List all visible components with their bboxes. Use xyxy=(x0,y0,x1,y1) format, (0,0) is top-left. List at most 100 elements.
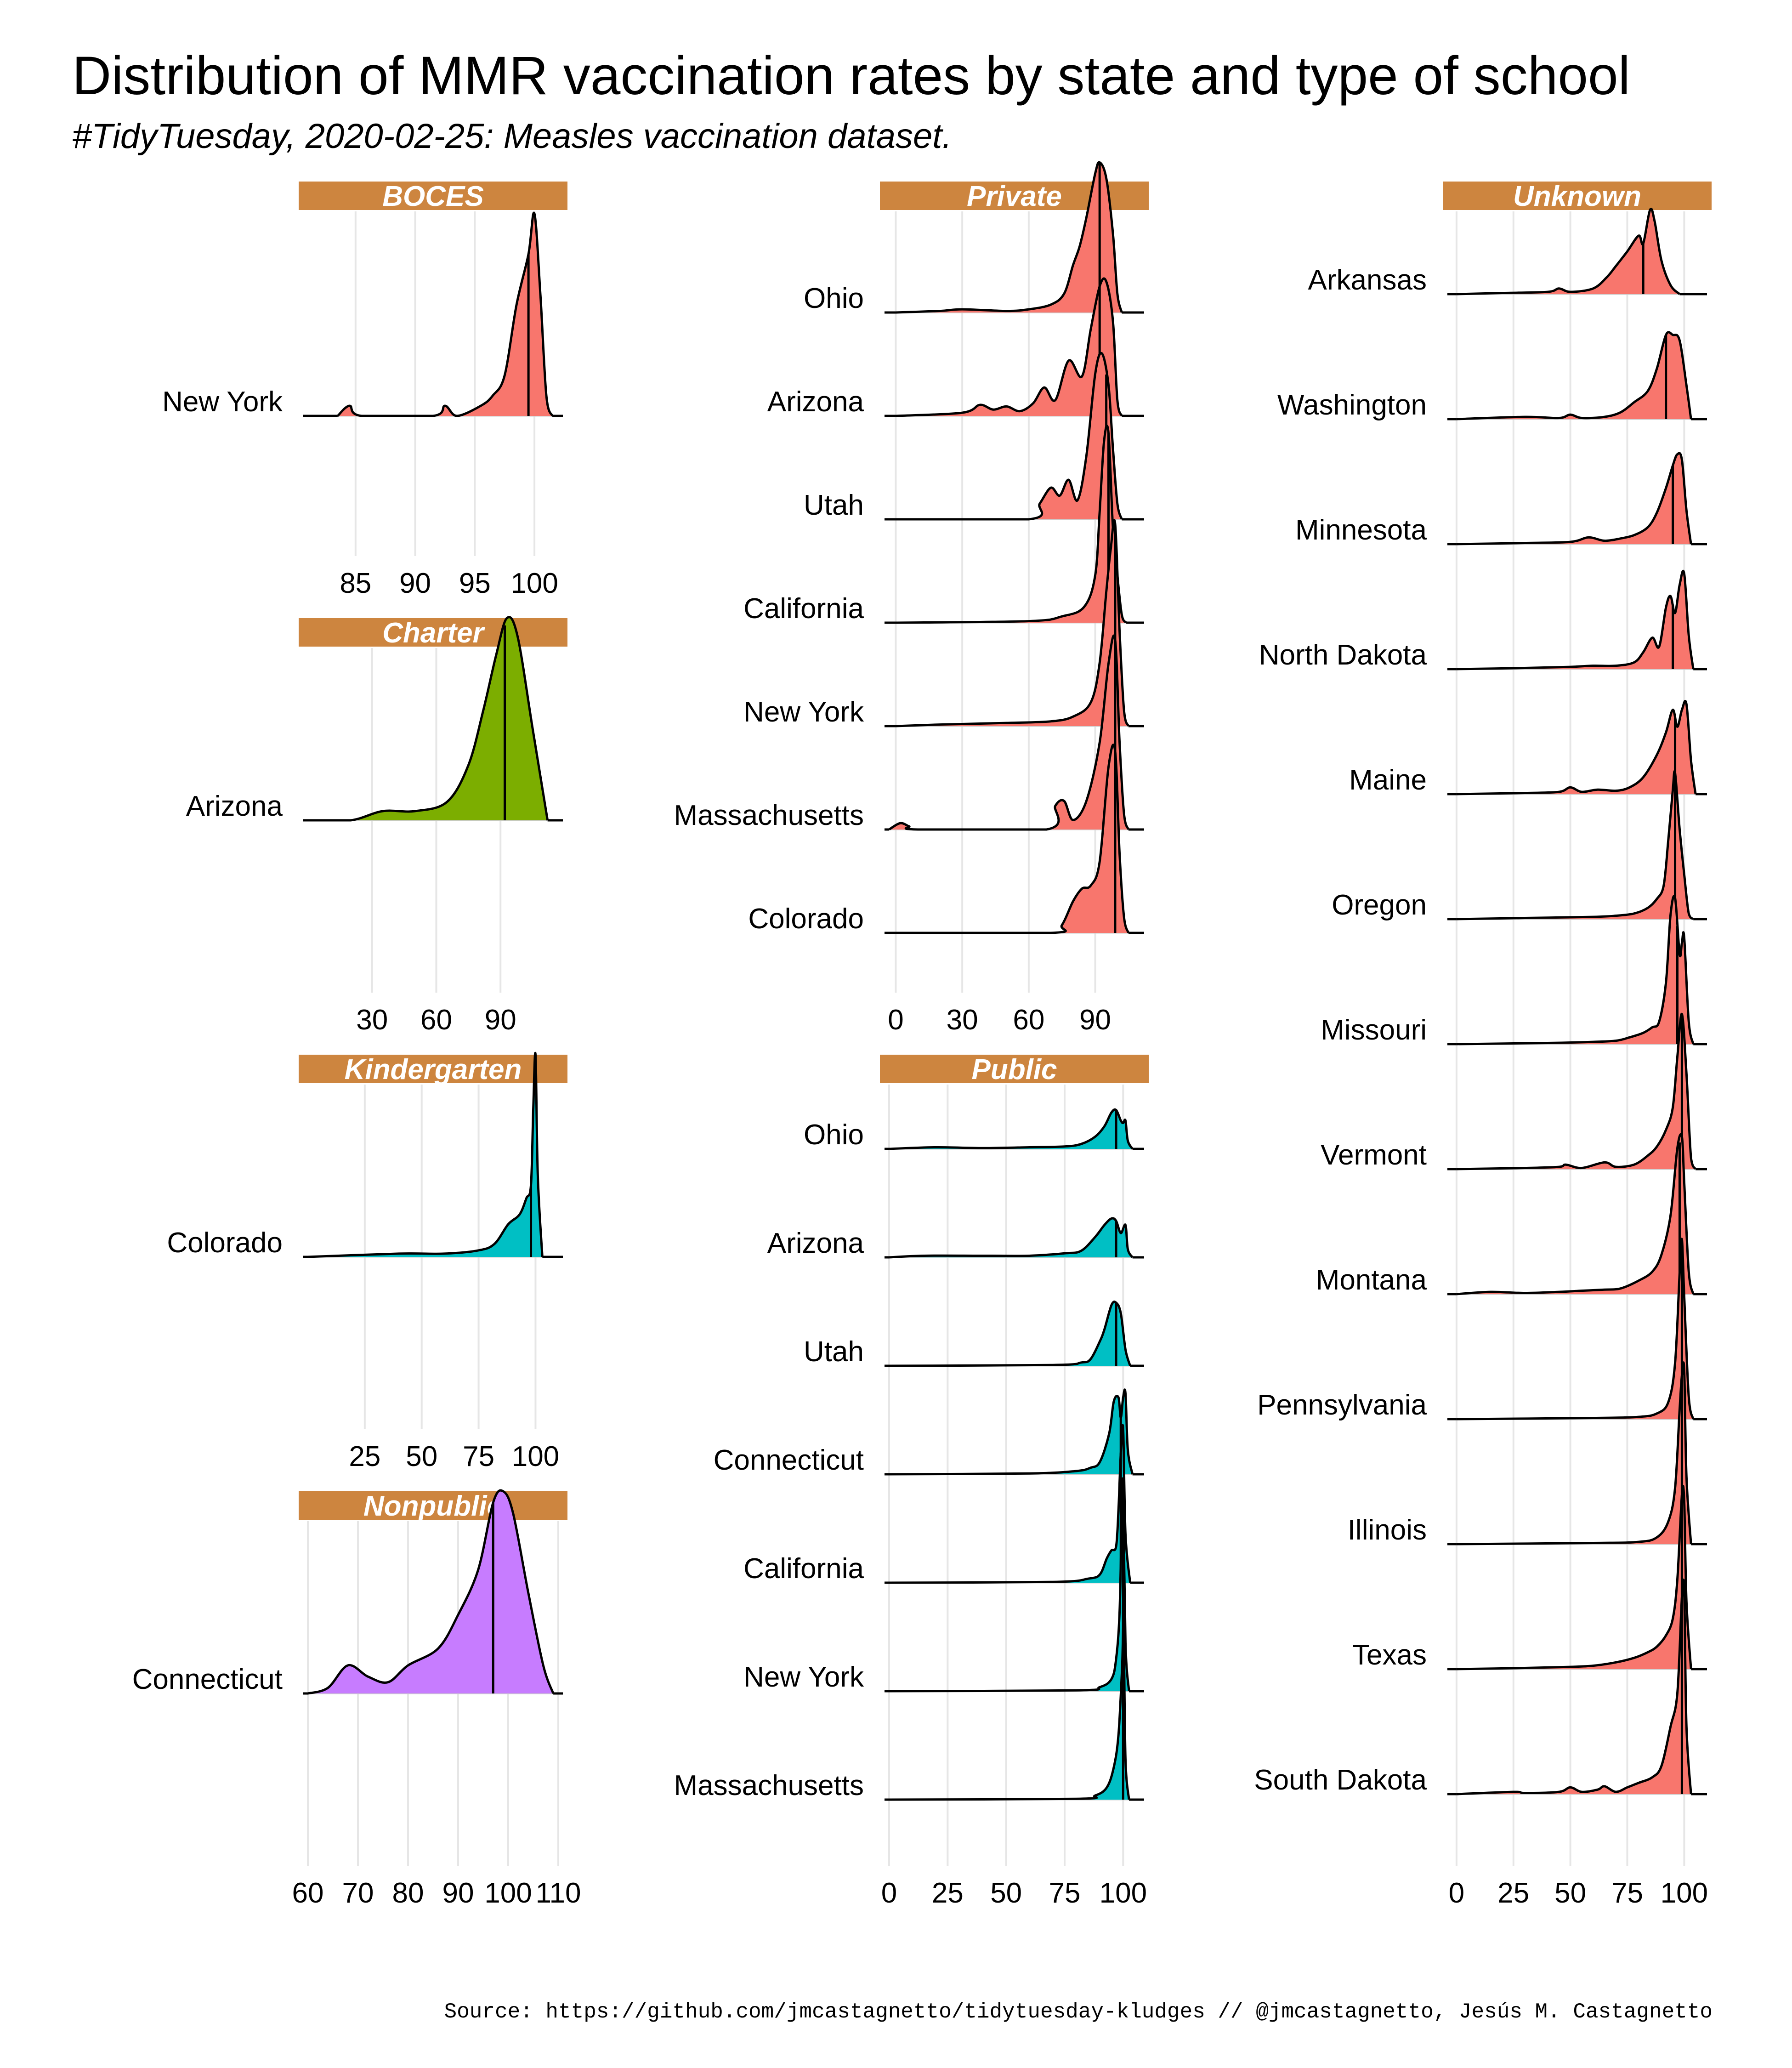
state-label: Missouri xyxy=(1321,1014,1427,1046)
ridge-arizona: Arizona xyxy=(767,277,1144,418)
ridge-new-york: New York xyxy=(743,1477,1144,1693)
density-outline xyxy=(1456,1361,1692,1545)
density-outline xyxy=(1456,1485,1692,1670)
ridge-massachusetts: Massachusetts xyxy=(674,634,1144,831)
density-area xyxy=(1456,209,1680,294)
facet-charter: Charter 30 60 90 Arizona xyxy=(186,616,567,1036)
ridge-ohio: Ohio xyxy=(804,1108,1144,1151)
x-tick-label: 30 xyxy=(947,1004,978,1036)
density-area xyxy=(308,617,548,820)
ridge-connecticut: Connecticut xyxy=(132,1489,563,1695)
state-label: Montana xyxy=(1316,1264,1427,1296)
density-outline xyxy=(896,277,1123,417)
density-area xyxy=(308,1490,554,1693)
density-outline xyxy=(888,634,1130,831)
ridge-vermont: Vermont xyxy=(1321,1013,1707,1171)
state-label: Colorado xyxy=(167,1227,283,1259)
ridge-maine: Maine xyxy=(1349,699,1707,796)
state-label: Arkansas xyxy=(1308,264,1427,296)
density-outline xyxy=(889,1301,1132,1367)
state-label: New York xyxy=(743,696,864,728)
density-outline xyxy=(1456,452,1692,545)
facet-kindergarten: Kindergarten 25 50 75 100 Colorado xyxy=(167,1052,567,1472)
ridge-texas: Texas xyxy=(1352,1485,1707,1671)
ridge-arizona: Arizona xyxy=(767,1217,1144,1259)
x-tick-label: 100 xyxy=(484,1877,532,1909)
state-label: Maine xyxy=(1349,764,1427,796)
density-outline xyxy=(896,744,1130,934)
ridge-colorado: Colorado xyxy=(167,1052,563,1259)
ridge-california: California xyxy=(743,425,1144,625)
density-area xyxy=(889,636,1129,829)
state-label: California xyxy=(743,1553,864,1585)
ridge-california: California xyxy=(743,1424,1144,1585)
x-tick-label: 100 xyxy=(512,1441,559,1472)
state-label: Texas xyxy=(1352,1639,1427,1671)
state-label: Arizona xyxy=(767,386,864,418)
facet-strip-label: Unknown xyxy=(1513,181,1641,212)
ridge-connecticut: Connecticut xyxy=(714,1388,1144,1476)
state-label: Arizona xyxy=(767,1227,864,1259)
ridge-utah: Utah xyxy=(804,1301,1144,1368)
facet-strip xyxy=(299,182,567,210)
facet-strip-label: Kindergarten xyxy=(345,1054,522,1085)
facet-strip-label: Public xyxy=(971,1054,1057,1085)
ridge-washington: Washington xyxy=(1277,331,1707,421)
density-outline xyxy=(1456,1238,1695,1420)
chart-subtitle: #TidyTuesday, 2020-02-25: Measles vaccin… xyxy=(72,117,952,156)
density-outline xyxy=(889,1477,1130,1693)
state-label: Massachusetts xyxy=(674,800,864,831)
chart-caption: Source: https://github.com/jmcastagnetto… xyxy=(444,2000,1713,2024)
state-label: New York xyxy=(743,1661,864,1693)
state-label: South Dakota xyxy=(1254,1764,1427,1796)
facet-nonpublic: Nonpublic 60 70 80 90 100 110 Connecticut xyxy=(132,1489,581,1909)
density-area xyxy=(889,1389,1133,1474)
density-area xyxy=(889,1218,1133,1257)
facet-strip-label: Charter xyxy=(382,617,485,649)
facet-panels: BOCES 85 90 95 100 New York Charter 30 60 90 Arizo… xyxy=(132,161,1712,1909)
density-outline xyxy=(1456,1579,1692,1795)
density-area xyxy=(1456,1579,1691,1794)
x-tick-label: 60 xyxy=(420,1004,452,1036)
ridge-minnesota: Minnesota xyxy=(1295,452,1707,546)
density-area xyxy=(896,426,1127,623)
density-outline xyxy=(1456,207,1681,295)
facet-strip xyxy=(299,1491,567,1520)
x-tick-label: 80 xyxy=(392,1877,424,1909)
density-area xyxy=(889,1626,1129,1800)
density-outline xyxy=(1456,1133,1695,1295)
density-outline xyxy=(1456,331,1692,420)
state-label: Connecticut xyxy=(714,1444,864,1476)
facet-unknown: Unknown 0 25 50 75 100 Arkansas Washington Minne… xyxy=(1254,181,1712,1909)
ridge-arizona: Arizona xyxy=(186,616,563,822)
density-area xyxy=(889,1425,1130,1583)
density-outline xyxy=(1456,569,1695,670)
density-outline xyxy=(889,1108,1134,1150)
x-tick-label: 85 xyxy=(340,568,371,599)
density-area xyxy=(1456,332,1691,419)
density-outline xyxy=(307,1489,555,1695)
x-tick-label: 75 xyxy=(1611,1877,1643,1909)
state-label: Illinois xyxy=(1348,1514,1427,1546)
state-label: California xyxy=(743,593,864,625)
state-label: Washington xyxy=(1277,389,1427,421)
ridge-new-york: New York xyxy=(162,211,563,418)
density-outline xyxy=(889,1625,1130,1801)
facet-strip xyxy=(1443,182,1712,210)
state-label: New York xyxy=(162,386,283,418)
density-outline xyxy=(1456,699,1697,795)
facet-strip-label: Nonpublic xyxy=(363,1490,503,1522)
density-area xyxy=(1456,1362,1691,1544)
state-label: Utah xyxy=(804,1336,864,1368)
x-tick-label: 0 xyxy=(1449,1877,1464,1909)
state-label: Connecticut xyxy=(132,1664,283,1695)
ridge-south-dakota: South Dakota xyxy=(1254,1579,1707,1796)
x-tick-label: 90 xyxy=(1079,1004,1111,1036)
density-area xyxy=(1456,771,1694,919)
density-area xyxy=(896,278,1122,416)
facet-strip xyxy=(880,1055,1149,1083)
x-tick-label: 50 xyxy=(990,1877,1022,1909)
x-tick-label: 90 xyxy=(399,568,431,599)
density-area xyxy=(1456,701,1696,794)
density-outline xyxy=(1456,895,1695,1045)
